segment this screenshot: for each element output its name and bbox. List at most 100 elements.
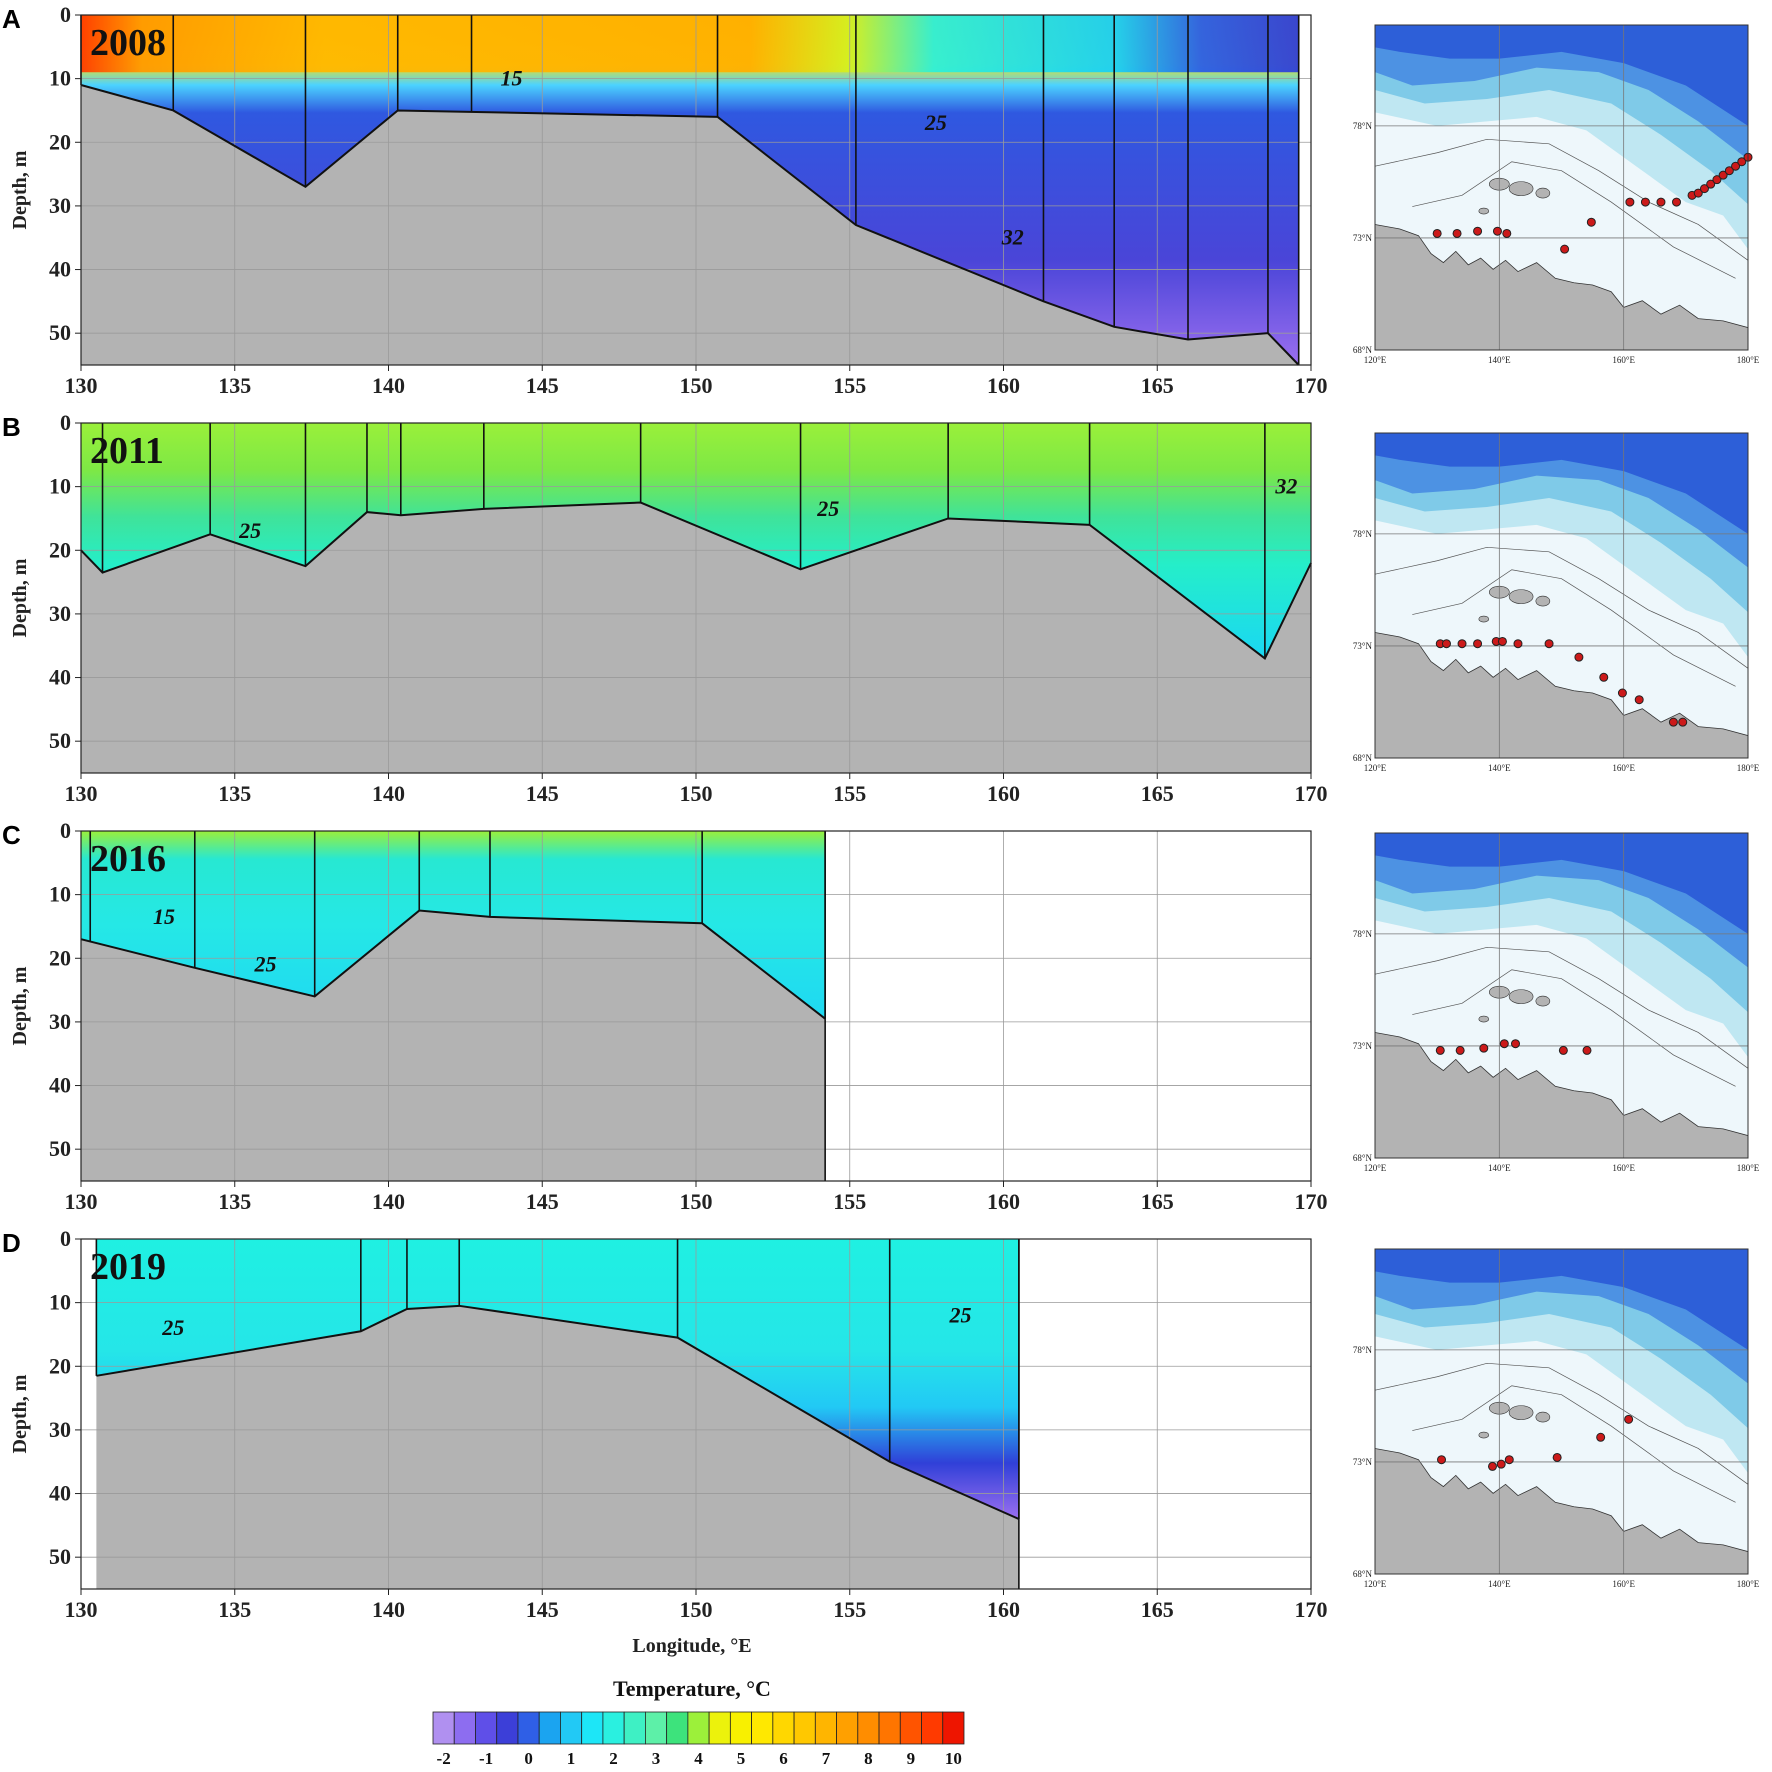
y-tick-label: 10 xyxy=(49,1290,71,1315)
x-tick-label: 150 xyxy=(680,1597,713,1622)
station-dot xyxy=(1441,639,1451,649)
y-axis-label: Depth, m xyxy=(9,558,31,637)
map-lat-label: 78°N xyxy=(1353,529,1373,539)
station-dot xyxy=(1718,170,1728,180)
panel-a: A 15 25 32 130 135 140 145 150 155 160 165 170 0 10 20… xyxy=(2,2,1760,398)
island xyxy=(1508,989,1534,1004)
y-tick-label: 40 xyxy=(49,1481,71,1506)
x-tick-label: 145 xyxy=(526,781,559,806)
year-label: 2019 xyxy=(90,1246,166,1288)
station-dot xyxy=(1437,1455,1447,1465)
section-plot: 25 25 130 135 140 145 150 155 160 165 170 0 10 20 30 40… xyxy=(9,1226,1328,1622)
map-lon-label: 180°E xyxy=(1737,355,1760,365)
station-dot xyxy=(1624,1414,1634,1424)
x-axis-label: Longitude, °E xyxy=(632,1635,751,1657)
y-tick-label: 30 xyxy=(49,601,71,626)
station-dot xyxy=(1457,639,1467,649)
colorbar-tick-label: -1 xyxy=(479,1749,493,1768)
station-dot xyxy=(1672,197,1682,207)
map-lon-label: 160°E xyxy=(1612,355,1635,365)
panel-letter: A xyxy=(2,4,21,34)
station-map: 120°E 140°E 160°E 180°E 78°N 73°N 68°N xyxy=(1353,432,1760,773)
map-frame xyxy=(1374,432,1749,759)
y-tick-label: 10 xyxy=(49,882,71,907)
seabed xyxy=(96,1305,1019,1589)
station-map: 120°E 140°E 160°E 180°E 78°N 73°N 68°N xyxy=(1353,1248,1760,1589)
colorbar-swatch xyxy=(581,1711,604,1745)
y-tick-label: 0 xyxy=(60,1226,71,1251)
x-tick-label: 165 xyxy=(1141,781,1174,806)
isobath xyxy=(1374,546,1749,669)
isobath xyxy=(1374,1362,1749,1485)
colorbar-tick-label: 7 xyxy=(822,1749,831,1768)
map-lon-label: 160°E xyxy=(1612,1579,1635,1589)
isohaline-label: 25 xyxy=(816,496,839,521)
map-lat-label: 73°N xyxy=(1353,641,1373,651)
colorbar-swatch xyxy=(538,1711,561,1745)
colorbar-swatch xyxy=(772,1711,795,1745)
y-tick-label: 40 xyxy=(49,1073,71,1098)
station-dot xyxy=(1599,672,1609,682)
map-lon-label: 140°E xyxy=(1488,355,1511,365)
map-lon-label: 140°E xyxy=(1488,1579,1511,1589)
colorbar-tick-label: 4 xyxy=(694,1749,703,1768)
station-dot xyxy=(1497,636,1507,646)
y-tick-label: 20 xyxy=(49,945,71,970)
island xyxy=(1508,181,1534,196)
isobath xyxy=(1412,161,1736,279)
colorbar-tick-label: 10 xyxy=(945,1749,962,1768)
y-axis-label: Depth, m xyxy=(9,150,31,229)
station-dot xyxy=(1678,717,1688,727)
colorbar-tick-label: 8 xyxy=(864,1749,873,1768)
colorbar-swatch xyxy=(793,1711,816,1745)
isohaline-label: 25 xyxy=(238,518,261,543)
station-dot xyxy=(1432,228,1442,238)
isobath xyxy=(1412,969,1736,1087)
x-tick-label: 145 xyxy=(526,1597,559,1622)
island xyxy=(1478,1015,1490,1023)
map-frame xyxy=(1374,1248,1749,1575)
temperature-field xyxy=(81,15,1299,365)
x-tick-label: 130 xyxy=(65,1189,98,1214)
isobath xyxy=(1412,1385,1736,1503)
station-dot xyxy=(1706,179,1716,189)
station-dot xyxy=(1513,639,1523,649)
x-tick-label: 135 xyxy=(218,1189,251,1214)
x-tick-label: 130 xyxy=(65,781,98,806)
colorbar-tick-label: 2 xyxy=(609,1749,618,1768)
colorbar-swatch xyxy=(623,1711,646,1745)
map-lon-label: 140°E xyxy=(1488,763,1511,773)
isohaline-label: 32 xyxy=(1274,474,1297,499)
x-tick-label: 170 xyxy=(1295,781,1328,806)
panel-c: C 15 25 130 135 140 145 150 155 160 165 170 0 10 20 30… xyxy=(2,818,1760,1214)
station-dot xyxy=(1693,188,1703,198)
map-frame xyxy=(1374,24,1749,351)
x-tick-label: 145 xyxy=(526,373,559,398)
x-tick-label: 170 xyxy=(1295,1597,1328,1622)
isobath xyxy=(1412,569,1736,687)
station-map: 120°E 140°E 160°E 180°E 78°N 73°N 68°N xyxy=(1353,832,1760,1173)
station-dot xyxy=(1510,1039,1520,1049)
panel-letter: D xyxy=(2,1228,21,1258)
map-lat-label: 68°N xyxy=(1353,1153,1373,1163)
y-tick-label: 50 xyxy=(49,1544,71,1569)
map-lat-label: 68°N xyxy=(1353,753,1373,763)
colorbar-swatch xyxy=(645,1711,668,1745)
x-tick-label: 155 xyxy=(833,1189,866,1214)
station-dot xyxy=(1586,217,1596,227)
station-dot xyxy=(1502,228,1512,238)
seabed xyxy=(81,910,826,1181)
colorbar-swatch xyxy=(899,1711,922,1745)
island xyxy=(1508,1405,1534,1420)
y-tick-label: 40 xyxy=(49,257,71,282)
map-lon-label: 120°E xyxy=(1364,1579,1387,1589)
section-plot: 25 25 32 130 135 140 145 150 155 160 165 170 0 10 20 30… xyxy=(9,410,1328,806)
year-label: 2008 xyxy=(90,22,166,64)
x-tick-label: 155 xyxy=(833,373,866,398)
island xyxy=(1535,1411,1551,1423)
isobath xyxy=(1374,138,1749,261)
map-lon-label: 140°E xyxy=(1488,1163,1511,1173)
y-tick-label: 10 xyxy=(49,474,71,499)
x-tick-label: 135 xyxy=(218,373,251,398)
map-lat-label: 73°N xyxy=(1353,1041,1373,1051)
